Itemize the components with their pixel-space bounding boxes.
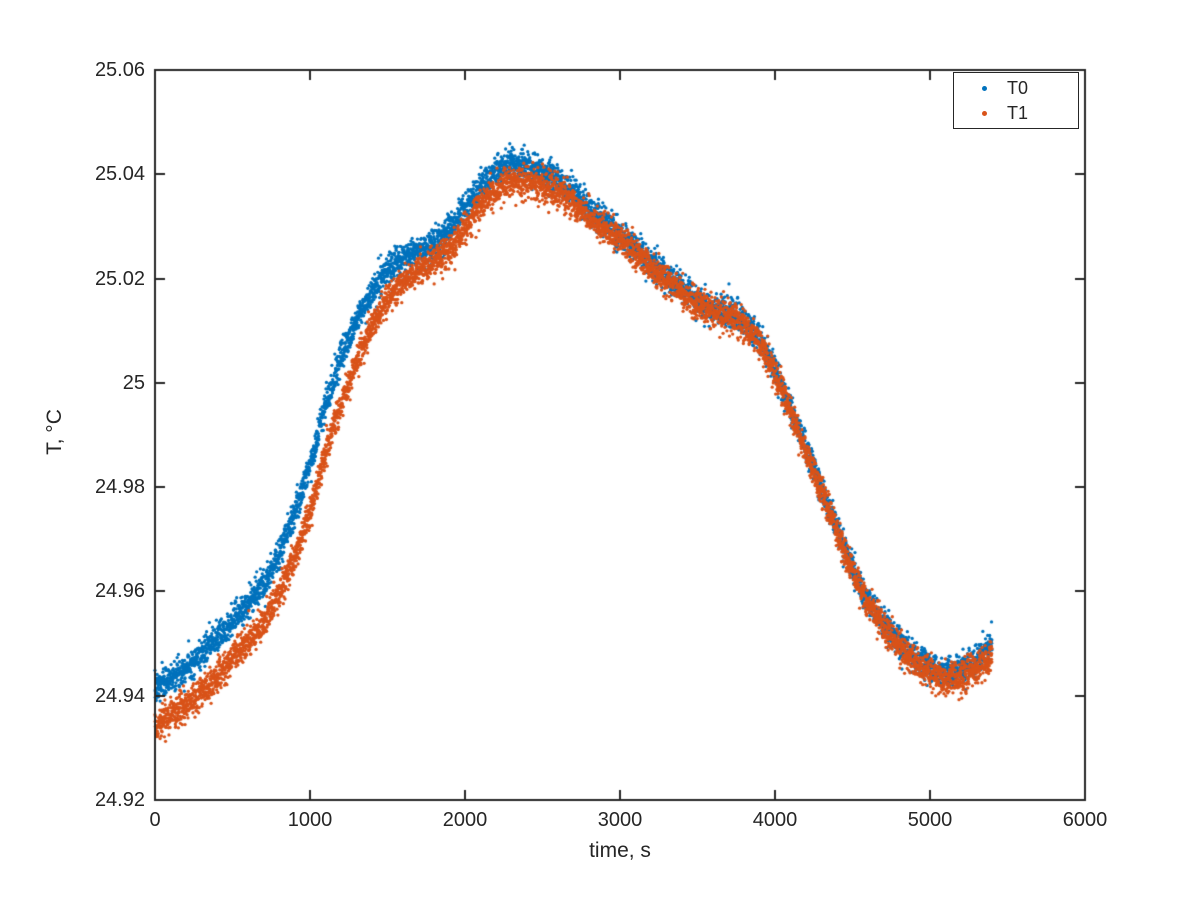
x-axis-label: time, s xyxy=(589,839,651,862)
y-tick-label: 25.04 xyxy=(94,163,145,186)
y-tick-label: 25.06 xyxy=(94,59,145,81)
x-tick-label: 0 xyxy=(149,809,161,831)
legend: T0 T1 xyxy=(953,72,1079,129)
y-tick-label: 24.94 xyxy=(94,684,145,707)
x-tick-label: 6000 xyxy=(1062,809,1108,831)
y-tick-label: 25.02 xyxy=(94,267,145,290)
x-tick-label: 4000 xyxy=(752,809,798,831)
legend-label-t1: T1 xyxy=(1007,103,1029,123)
y-axis-label: T, °C xyxy=(43,409,66,455)
x-tick-label: 5000 xyxy=(907,809,953,831)
x-tick-label: 2000 xyxy=(442,809,488,831)
y-tick-label: 24.98 xyxy=(94,476,145,499)
t1-marker-dot-icon xyxy=(982,110,987,116)
x-tick-label: 3000 xyxy=(597,809,643,831)
legend-label-t0: T0 xyxy=(1007,78,1029,98)
legend-entry-t1: T1 xyxy=(954,101,1078,125)
y-tick-label: 24.96 xyxy=(94,580,145,603)
y-tick-label: 24.92 xyxy=(94,789,145,811)
y-tick-label: 25 xyxy=(122,371,145,394)
legend-entry-t0: T0 xyxy=(954,76,1078,100)
t0-marker-dot-icon xyxy=(982,85,987,91)
x-tick-label: 1000 xyxy=(287,809,333,831)
